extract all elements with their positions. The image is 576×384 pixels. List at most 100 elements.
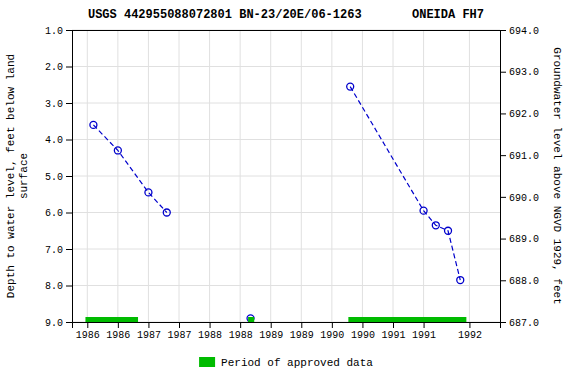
grid-line bbox=[72, 66, 500, 67]
y2-axis-title: Groundwater level above NGVD 1929, feet bbox=[551, 47, 563, 304]
tick: 1991 bbox=[412, 322, 436, 341]
tick-mark bbox=[500, 113, 506, 114]
tick: 3.0 bbox=[45, 99, 72, 110]
data-point bbox=[457, 277, 464, 284]
tick-mark bbox=[66, 286, 72, 287]
chart: 1986 1986 1987 1987 1988 1988 1989 1989 1990 1990… bbox=[0, 0, 576, 384]
tick: 4.0 bbox=[45, 135, 72, 146]
data-point bbox=[420, 207, 427, 214]
legend-label: Period of approved data bbox=[221, 357, 373, 369]
tick-label: 1986 bbox=[106, 330, 130, 341]
tick: 1990 bbox=[351, 322, 375, 341]
tick-mark bbox=[469, 322, 470, 328]
tick-mark bbox=[87, 322, 88, 328]
tick: 2.0 bbox=[45, 62, 72, 73]
tick: 1987 bbox=[167, 322, 191, 341]
tick-label: 687.0 bbox=[509, 318, 539, 329]
tick: 1987 bbox=[137, 322, 161, 341]
plot-area bbox=[85, 83, 466, 322]
title: USGS 442955088072801 BN-23/20E/06-1263 O… bbox=[88, 8, 484, 22]
tick: 9.0 bbox=[45, 318, 72, 329]
tick: 694.0 bbox=[500, 26, 539, 37]
legend-swatch bbox=[199, 357, 215, 367]
tick: 1991 bbox=[381, 322, 405, 341]
tick: 5.0 bbox=[45, 172, 72, 183]
x-axis: 1986 1986 1987 1987 1988 1988 1989 1989 1990 1990… bbox=[73, 322, 501, 341]
frame-line bbox=[72, 30, 500, 31]
tick: 693.0 bbox=[500, 67, 539, 78]
grid-line bbox=[72, 103, 500, 104]
tick-mark bbox=[66, 322, 72, 323]
tick: 1988 bbox=[229, 322, 253, 341]
series-line bbox=[350, 87, 460, 280]
axis-line bbox=[66, 31, 73, 323]
tick-mark bbox=[66, 249, 72, 250]
legend: Period of approved data bbox=[199, 357, 373, 369]
data-point bbox=[90, 121, 97, 128]
tick: 1986 bbox=[106, 322, 130, 341]
tick-mark bbox=[301, 322, 302, 328]
axis-line bbox=[73, 323, 501, 329]
approved-period bbox=[248, 317, 254, 322]
approved-period bbox=[348, 317, 466, 322]
tick-label: 689.0 bbox=[509, 234, 539, 245]
tick: 1.0 bbox=[45, 26, 72, 37]
tick: 1989 bbox=[259, 322, 283, 341]
tick-label: 1989 bbox=[290, 330, 314, 341]
approved-period bbox=[85, 317, 138, 322]
tick: 1988 bbox=[198, 322, 222, 341]
tick-mark bbox=[393, 322, 394, 328]
tick-mark bbox=[66, 30, 72, 31]
series-line bbox=[93, 125, 166, 213]
tick-mark bbox=[500, 72, 506, 73]
y-axis: 1.02.03.04.05.06.07.08.09.0 bbox=[45, 26, 73, 329]
tick: 8.0 bbox=[45, 281, 72, 292]
tick-label: 1987 bbox=[167, 330, 191, 341]
tick: 692.0 bbox=[500, 109, 539, 120]
tick: 1989 bbox=[290, 322, 314, 341]
tick-label: 1986 bbox=[76, 330, 100, 341]
tick-mark bbox=[66, 176, 72, 177]
tick-label: 1992 bbox=[458, 330, 482, 341]
tick-mark bbox=[148, 322, 149, 328]
tick: 1990 bbox=[320, 322, 344, 341]
tick-mark bbox=[118, 322, 119, 328]
tick-mark bbox=[362, 322, 363, 328]
tick-label: 5.0 bbox=[45, 172, 63, 183]
tick-mark bbox=[500, 30, 506, 31]
tick-label: 691.0 bbox=[509, 151, 539, 162]
data-point bbox=[432, 222, 439, 229]
tick-mark bbox=[332, 322, 333, 328]
tick-mark bbox=[240, 322, 241, 328]
tick-mark bbox=[66, 103, 72, 104]
tick-label: 688.0 bbox=[509, 276, 539, 287]
grid bbox=[72, 30, 500, 322]
grid-line bbox=[72, 212, 500, 213]
data-point bbox=[145, 189, 152, 196]
data-point bbox=[347, 83, 354, 90]
grid-line bbox=[72, 285, 500, 286]
grid-line bbox=[72, 30, 500, 31]
tick-mark bbox=[500, 155, 506, 156]
tick-mark bbox=[424, 322, 425, 328]
tick-label: 1990 bbox=[320, 330, 344, 341]
tick-label: 7.0 bbox=[45, 245, 63, 256]
tick-label: 690.0 bbox=[509, 193, 539, 204]
y2-axis: 687.0 688.0 689.0 690.0 691.0 692.0 693.0 694.0 bbox=[500, 26, 539, 329]
tick-label: 1.0 bbox=[45, 26, 63, 37]
data-point bbox=[247, 315, 254, 322]
tick: 1986 bbox=[76, 322, 100, 341]
background bbox=[0, 0, 576, 384]
tick: 689.0 bbox=[500, 234, 539, 245]
tick-label: 693.0 bbox=[509, 67, 539, 78]
y-axis-title: Depth to water level, feet below landsur… bbox=[5, 54, 30, 298]
tick-mark bbox=[500, 322, 506, 323]
tick: 1992 bbox=[458, 322, 482, 341]
tick-mark bbox=[271, 322, 272, 328]
tick-label: 2.0 bbox=[45, 62, 63, 73]
tick-label: 3.0 bbox=[45, 99, 63, 110]
tick-label: 694.0 bbox=[509, 26, 539, 37]
tick-mark bbox=[179, 322, 180, 328]
tick-label: 1989 bbox=[259, 330, 283, 341]
tick-label: 1988 bbox=[229, 330, 253, 341]
